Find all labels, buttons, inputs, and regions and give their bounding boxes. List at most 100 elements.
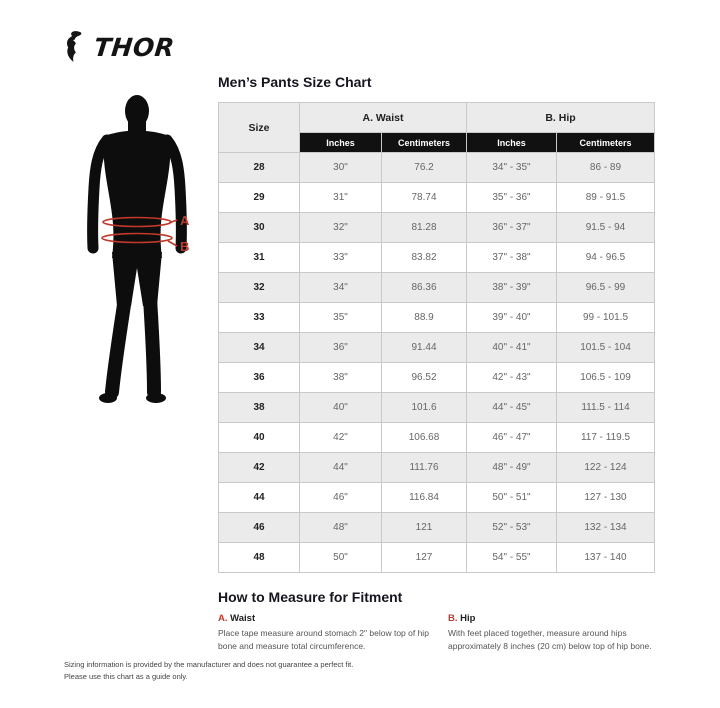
value-cell: 78.74 bbox=[381, 182, 467, 213]
disclaimer-line1: Sizing information is provided by the ma… bbox=[64, 660, 354, 669]
value-cell: 33" bbox=[299, 242, 382, 273]
subheader-hip-centimeters: Centimeters bbox=[556, 132, 655, 153]
value-cell: 48" bbox=[299, 512, 382, 543]
value-cell: 35" - 36" bbox=[466, 182, 557, 213]
table-row: 33 35" 88.9 39" - 40" 99 - 101.5 bbox=[218, 302, 655, 333]
howto-hip-section: B. Hip With feet placed together, measur… bbox=[448, 613, 676, 653]
value-cell: 127 - 130 bbox=[556, 482, 655, 513]
disclaimer: Sizing information is provided by the ma… bbox=[64, 659, 364, 682]
howto-waist-word: Waist bbox=[227, 613, 256, 624]
value-cell: 50" - 51" bbox=[466, 482, 557, 513]
size-cell: 32 bbox=[218, 272, 300, 303]
value-cell: 121 bbox=[381, 512, 467, 543]
value-cell: 137 - 140 bbox=[556, 542, 655, 573]
table-row: 40 42" 106.68 46" - 47" 117 - 119.5 bbox=[218, 422, 655, 453]
waist-label-a: A bbox=[180, 213, 190, 228]
value-cell: 39" - 40" bbox=[466, 302, 557, 333]
value-cell: 48" - 49" bbox=[466, 452, 557, 483]
value-cell: 32" bbox=[299, 212, 382, 243]
value-cell: 38" - 39" bbox=[466, 272, 557, 303]
howto-hip-label: B. Hip bbox=[448, 613, 676, 624]
value-cell: 42" bbox=[299, 422, 382, 453]
size-cell: 44 bbox=[218, 482, 300, 513]
value-cell: 36" bbox=[299, 332, 382, 363]
value-cell: 117 - 119.5 bbox=[556, 422, 655, 453]
howto-hip-text: With feet placed together, measure aroun… bbox=[448, 628, 652, 651]
page-title: Men’s Pants Size Chart bbox=[218, 74, 372, 90]
value-cell: 30" bbox=[299, 152, 382, 183]
howto-waist-section: A. Waist Place tape measure around stoma… bbox=[218, 613, 446, 653]
value-cell: 106.68 bbox=[381, 422, 467, 453]
howto-waist-label: A. Waist bbox=[218, 613, 446, 624]
howto-waist-text: Place tape measure around stomach 2" bel… bbox=[218, 628, 429, 651]
size-cell: 30 bbox=[218, 212, 300, 243]
size-cell: 34 bbox=[218, 332, 300, 363]
value-cell: 83.82 bbox=[381, 242, 467, 273]
value-cell: 89 - 91.5 bbox=[556, 182, 655, 213]
value-cell: 37" - 38" bbox=[466, 242, 557, 273]
table-row: 38 40" 101.6 44" - 45" 111.5 - 114 bbox=[218, 392, 655, 423]
value-cell: 42" - 43" bbox=[466, 362, 557, 393]
size-cell: 40 bbox=[218, 422, 300, 453]
howto-title: How to Measure for Fitment bbox=[218, 589, 403, 605]
value-cell: 31" bbox=[299, 182, 382, 213]
size-chart-table: Size A. Waist B. Hip Inches Centimeters … bbox=[218, 102, 655, 573]
value-cell: 40" - 41" bbox=[466, 332, 557, 363]
male-silhouette bbox=[87, 95, 187, 403]
column-group-waist: A. Waist bbox=[299, 102, 467, 133]
value-cell: 44" bbox=[299, 452, 382, 483]
value-cell: 34" - 35" bbox=[466, 152, 557, 183]
waist-measure-line bbox=[102, 216, 178, 228]
subheader-waist-centimeters: Centimeters bbox=[381, 132, 467, 153]
hip-label-b: B bbox=[180, 239, 189, 254]
table-row: 28 30" 76.2 34" - 35" 86 - 89 bbox=[218, 152, 655, 183]
value-cell: 101.6 bbox=[381, 392, 467, 423]
value-cell: 101.5 - 104 bbox=[556, 332, 655, 363]
value-cell: 91.44 bbox=[381, 332, 467, 363]
brand-name: THOR bbox=[92, 32, 177, 62]
subheader-hip-inches: Inches bbox=[466, 132, 557, 153]
size-cell: 31 bbox=[218, 242, 300, 273]
hip-measure-line bbox=[101, 232, 178, 247]
value-cell: 36" - 37" bbox=[466, 212, 557, 243]
value-cell: 34" bbox=[299, 272, 382, 303]
size-cell: 28 bbox=[218, 152, 300, 183]
value-cell: 106.5 - 109 bbox=[556, 362, 655, 393]
table-row: 30 32" 81.28 36" - 37" 91.5 - 94 bbox=[218, 212, 655, 243]
brand-logo: THOR bbox=[66, 31, 177, 63]
value-cell: 111.5 - 114 bbox=[556, 392, 655, 423]
howto-hip-prefix: B. bbox=[448, 613, 458, 624]
value-cell: 40" bbox=[299, 392, 382, 423]
column-header-size: Size bbox=[218, 102, 300, 153]
value-cell: 76.2 bbox=[381, 152, 467, 183]
size-cell: 38 bbox=[218, 392, 300, 423]
value-cell: 46" - 47" bbox=[466, 422, 557, 453]
value-cell: 111.76 bbox=[381, 452, 467, 483]
value-cell: 86 - 89 bbox=[556, 152, 655, 183]
table-row: 48 50" 127 54" - 55" 137 - 140 bbox=[218, 542, 655, 573]
table-row: 31 33" 83.82 37" - 38" 94 - 96.5 bbox=[218, 242, 655, 273]
size-cell: 46 bbox=[218, 512, 300, 543]
value-cell: 44" - 45" bbox=[466, 392, 557, 423]
value-cell: 91.5 - 94 bbox=[556, 212, 655, 243]
table-row: 46 48" 121 52" - 53" 132 - 134 bbox=[218, 512, 655, 543]
value-cell: 86.36 bbox=[381, 272, 467, 303]
value-cell: 35" bbox=[299, 302, 382, 333]
table-row: 29 31" 78.74 35" - 36" 89 - 91.5 bbox=[218, 182, 655, 213]
table-row: 32 34" 86.36 38" - 39" 96.5 - 99 bbox=[218, 272, 655, 303]
value-cell: 116.84 bbox=[381, 482, 467, 513]
howto-hip-word: Hip bbox=[457, 613, 476, 624]
value-cell: 38" bbox=[299, 362, 382, 393]
size-cell: 42 bbox=[218, 452, 300, 483]
column-group-hip: B. Hip bbox=[466, 102, 655, 133]
disclaimer-line2: Please use this chart as a guide only. bbox=[64, 671, 188, 681]
size-cell: 48 bbox=[218, 542, 300, 573]
value-cell: 96.52 bbox=[381, 362, 467, 393]
size-table-body: 28 30" 76.2 34" - 35" 86 - 89 29 31" 78.74 35" -… bbox=[218, 152, 655, 573]
value-cell: 96.5 - 99 bbox=[556, 272, 655, 303]
thor-helmet-icon bbox=[66, 31, 90, 63]
howto-waist-prefix: A. bbox=[218, 613, 228, 624]
value-cell: 46" bbox=[299, 482, 382, 513]
value-cell: 99 - 101.5 bbox=[556, 302, 655, 333]
value-cell: 127 bbox=[381, 542, 467, 573]
